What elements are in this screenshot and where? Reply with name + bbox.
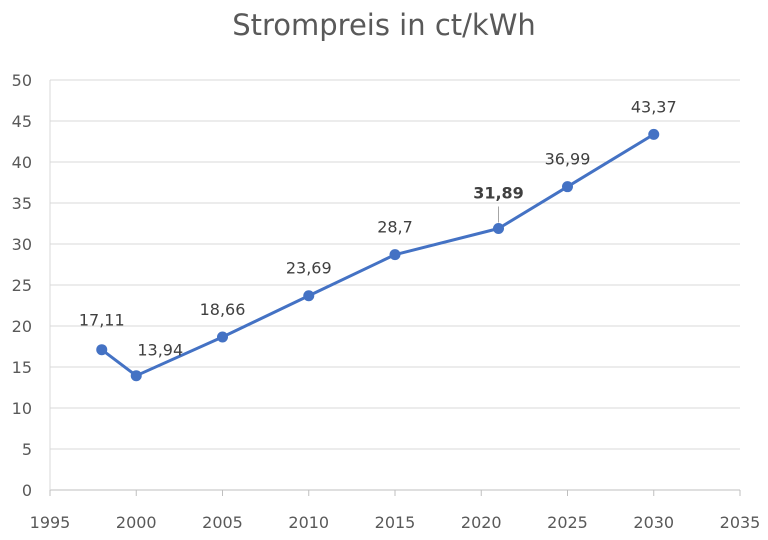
- data-point-2015: [389, 249, 401, 261]
- data-label-1998: 17,11: [79, 311, 125, 330]
- x-tick-label-2000: 2000: [116, 513, 157, 532]
- axes: [49, 80, 741, 496]
- x-tick-label-2030: 2030: [633, 513, 674, 532]
- chart-title: Strompreis in ct/kWh: [232, 8, 536, 42]
- data-labels: 17,11 13,94 18,66 23,69 28,7 31,89 36,99 43,37: [79, 97, 677, 359]
- data-label-2030: 43,37: [631, 97, 677, 116]
- y-tick-label-0: 0: [22, 481, 32, 500]
- y-tick-label-50: 50: [12, 71, 32, 90]
- x-tick-label-2020: 2020: [461, 513, 502, 532]
- data-point-2025: [562, 181, 573, 193]
- y-tick-label-30: 30: [12, 235, 32, 254]
- x-tick-label-2035: 2035: [720, 513, 761, 532]
- series: [96, 128, 660, 382]
- y-tick-label-15: 15: [12, 358, 32, 377]
- y-tick-label-40: 40: [12, 153, 32, 172]
- x-tick-label-2010: 2010: [288, 513, 329, 532]
- y-tick-label-45: 45: [12, 112, 32, 131]
- data-label-2005: 18,66: [200, 300, 246, 319]
- data-label-2025: 36,99: [545, 150, 591, 169]
- data-point-1998: [96, 344, 108, 356]
- data-label-2015: 28,7: [377, 218, 413, 237]
- data-label-2000: 13,94: [137, 341, 183, 360]
- data-label-2021: 31,89: [473, 184, 524, 203]
- y-tick-label-10: 10: [12, 399, 32, 418]
- y-tick-label-25: 25: [12, 276, 32, 295]
- x-tick-label-1995: 1995: [30, 513, 71, 532]
- y-tick-label-5: 5: [22, 440, 32, 459]
- y-tick-label-35: 35: [12, 194, 32, 213]
- x-tick-label-2005: 2005: [202, 513, 243, 532]
- y-tick-label-20: 20: [12, 317, 32, 336]
- gridlines: [50, 79, 740, 450]
- x-tick-label-2015: 2015: [375, 513, 416, 532]
- data-point-2005: [217, 331, 228, 343]
- data-point-2030: [648, 128, 660, 140]
- data-point-2021: [493, 223, 504, 235]
- x-tick-label-2025: 2025: [547, 513, 588, 532]
- data-label-2010: 23,69: [286, 259, 332, 278]
- data-point-2010: [303, 290, 315, 302]
- series-line-0: [100, 133, 655, 378]
- data-point-2000: [130, 370, 142, 382]
